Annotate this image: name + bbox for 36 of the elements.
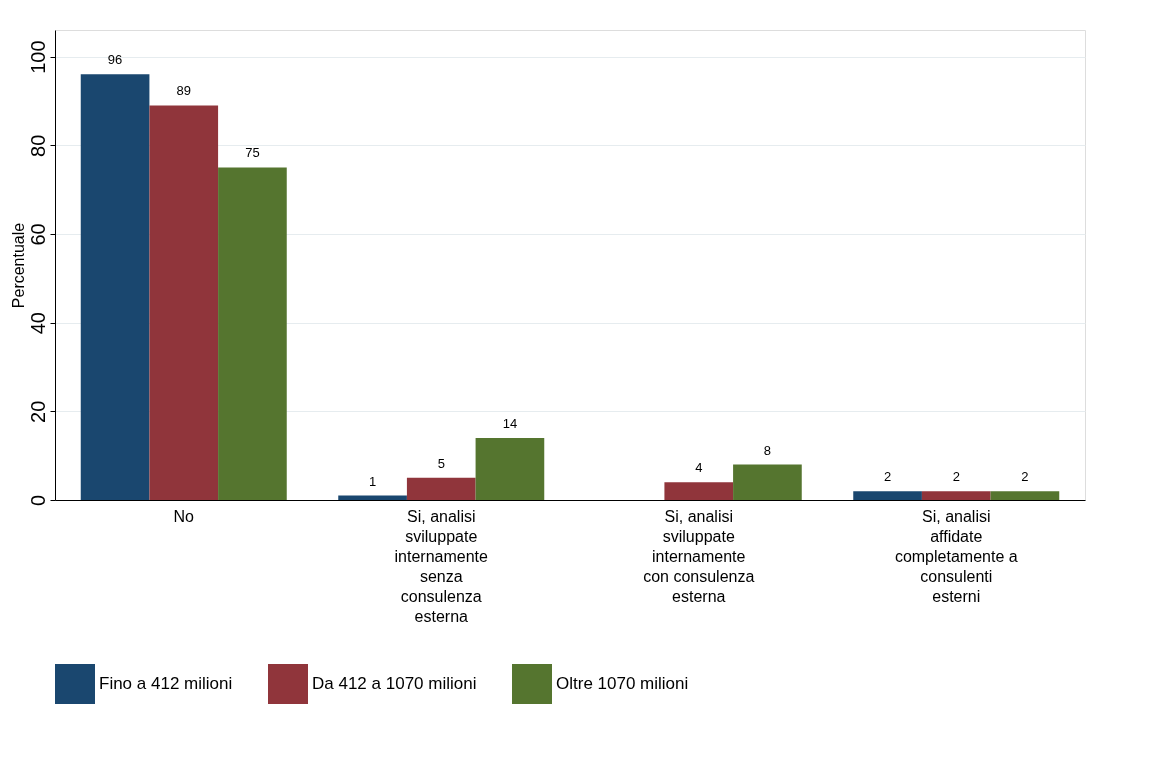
bar: [149, 105, 219, 500]
data-label: 2: [883, 469, 892, 485]
y-axis-title: Percentuale: [9, 222, 27, 309]
data-label: 1: [368, 473, 377, 489]
y-tick-label: 60: [26, 223, 49, 246]
data-label: 89: [176, 83, 191, 99]
x-tick-label: Si, analisi sviluppate internamente senza consulenza esterna: [394, 507, 489, 625]
data-label: 5: [437, 455, 445, 471]
bar: [406, 477, 476, 500]
bar: [475, 437, 545, 500]
y-tick-label: 0: [26, 494, 49, 507]
x-tick-label: Si, analisi affidate completamente a consulenti esterni: [894, 507, 1018, 605]
bar: [218, 167, 287, 500]
bar: [733, 464, 802, 500]
data-label: 8: [763, 442, 772, 458]
bar: [990, 491, 1060, 500]
bar: [921, 491, 991, 500]
y-tick-label: 80: [26, 134, 49, 157]
y-tick-label: 20: [26, 400, 49, 423]
bar: [80, 74, 150, 500]
x-tick-label: No: [173, 507, 195, 525]
bar: [338, 495, 407, 500]
bar: [664, 482, 734, 500]
data-label: 14: [502, 415, 518, 431]
bar: [853, 491, 922, 500]
data-label: 2: [1021, 469, 1029, 485]
legend-label: Oltre 1070 milioni: [556, 674, 689, 693]
legend-label: Da 412 a 1070 milioni: [312, 674, 477, 693]
y-tick-label: 100: [26, 40, 49, 74]
legend-label: Fino a 412 milioni: [99, 674, 233, 693]
data-label: 96: [107, 52, 123, 68]
data-label: 75: [245, 145, 260, 161]
data-label: 4: [695, 460, 703, 476]
y-tick-label: 40: [26, 312, 49, 335]
data-label: 2: [952, 469, 960, 485]
x-tick-label: Si, analisi sviluppate internamente con consulenza esterna: [643, 507, 755, 605]
